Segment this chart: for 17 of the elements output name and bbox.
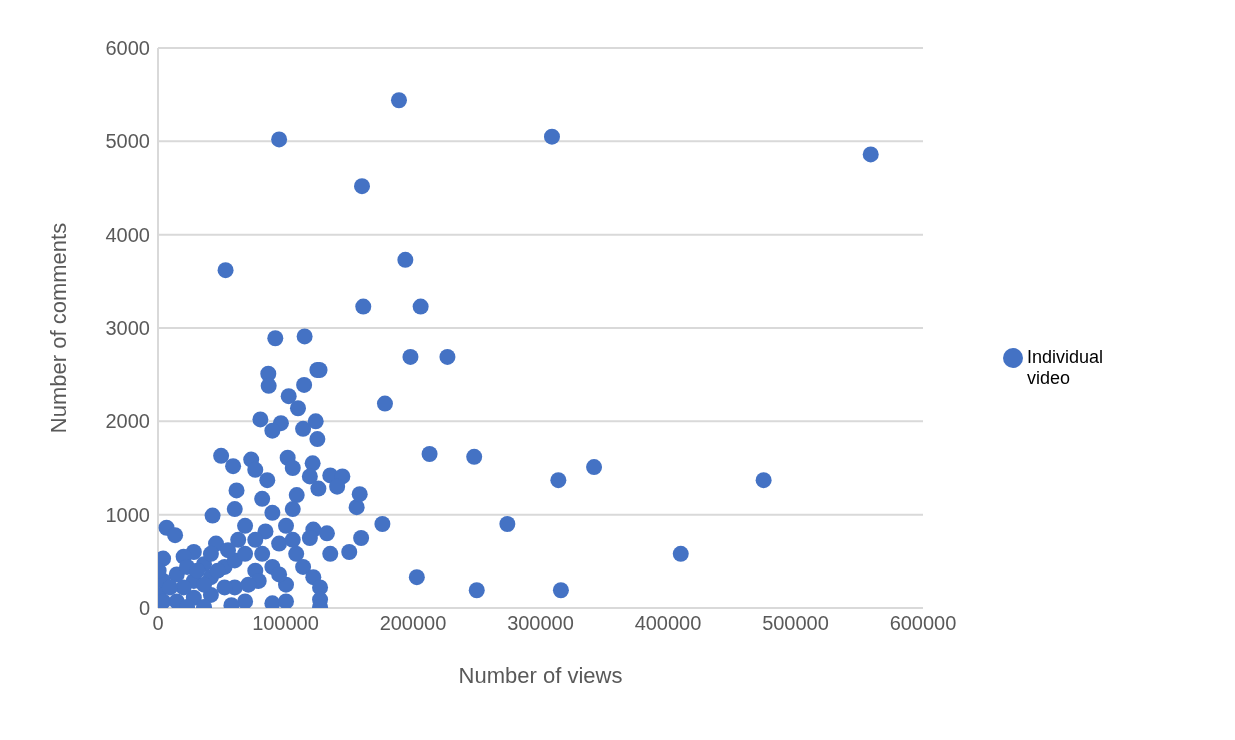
y-tick-label: 3000 — [105, 317, 150, 340]
y-tick-label: 1000 — [105, 503, 150, 526]
x-tick-label: 400000 — [634, 612, 702, 635]
x-tick-label: 300000 — [507, 612, 574, 635]
x-tick-label: 0 — [152, 612, 164, 635]
y-axis-title: Number of comments — [45, 222, 71, 434]
x-tick-label: 200000 — [379, 612, 447, 635]
x-tick-label: 500000 — [762, 612, 829, 635]
y-tick-label: 0 — [138, 597, 150, 620]
x-tick-label: 100000 — [252, 612, 319, 635]
x-axis-title: Number of views — [458, 663, 623, 688]
y-tick-label: 5000 — [105, 130, 150, 153]
y-tick-label: 2000 — [105, 410, 150, 433]
y-tick-label: 6000 — [105, 37, 150, 60]
x-tick-label: 600000 — [889, 612, 957, 635]
y-tick-label: 4000 — [105, 223, 150, 246]
legend-label: Individual video — [1027, 347, 1105, 389]
